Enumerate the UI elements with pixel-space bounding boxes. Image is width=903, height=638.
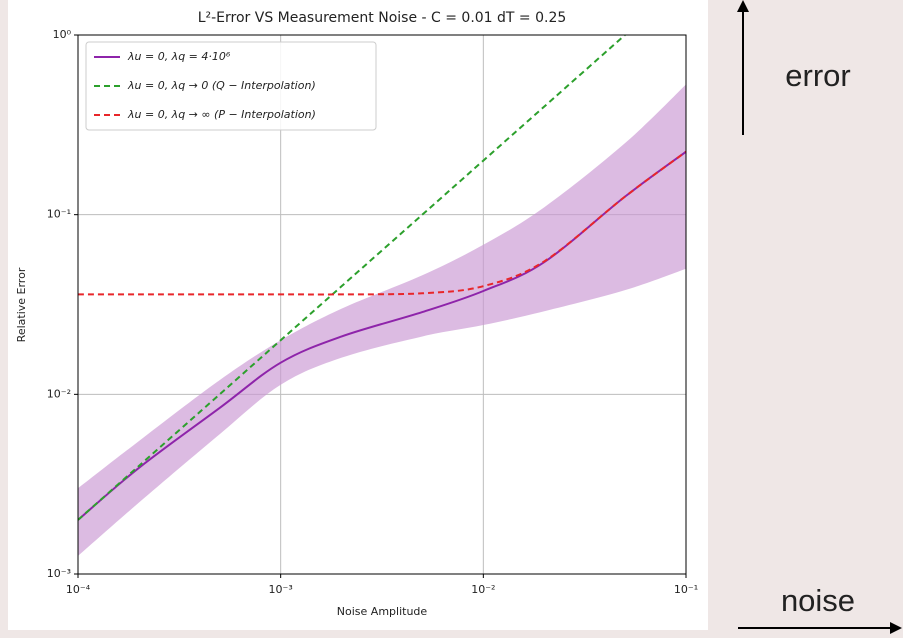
y-tick-label: 10⁻¹: [47, 208, 71, 221]
x-tick-label: 10⁻¹: [674, 583, 698, 596]
chart-title: L²-Error VS Measurement Noise - C = 0.01…: [198, 10, 567, 26]
y-tick-label: 10⁰: [53, 28, 72, 41]
legend-box: [85, 41, 377, 131]
y-tick-label: 10⁻³: [47, 567, 71, 580]
x-tick-label: 10⁻⁴: [66, 583, 91, 596]
line: [78, 150, 686, 296]
legend-label: λu = 0, λq → ∞ (P − Interpolation): [127, 108, 316, 121]
line: [78, 35, 626, 521]
arrow-head: [890, 622, 902, 634]
x-axis-label: Noise Amplitude: [337, 605, 428, 618]
arrow-head: [737, 0, 749, 12]
plot-area: 10⁻⁴ 10⁻³ 10⁻² 10⁻¹ 10⁻³ 10⁻² 10⁻¹ 10⁰ λu = 0, λ…: [47, 28, 698, 596]
error-band: [78, 84, 686, 556]
y-tick-label: 10⁻²: [47, 387, 71, 400]
x-tick-label: 10⁻²: [471, 583, 495, 596]
x-tick-label: 10⁻³: [269, 583, 293, 596]
y-axis-label: Relative Error: [15, 267, 28, 342]
legend-label: λu = 0, λq = 4·10⁶: [127, 50, 231, 63]
annotation: noise: [781, 583, 855, 618]
legend-label: λu = 0, λq → 0 (Q − Interpolation): [127, 79, 316, 92]
plot-frame: [77, 34, 687, 575]
annotation: error: [785, 58, 850, 93]
